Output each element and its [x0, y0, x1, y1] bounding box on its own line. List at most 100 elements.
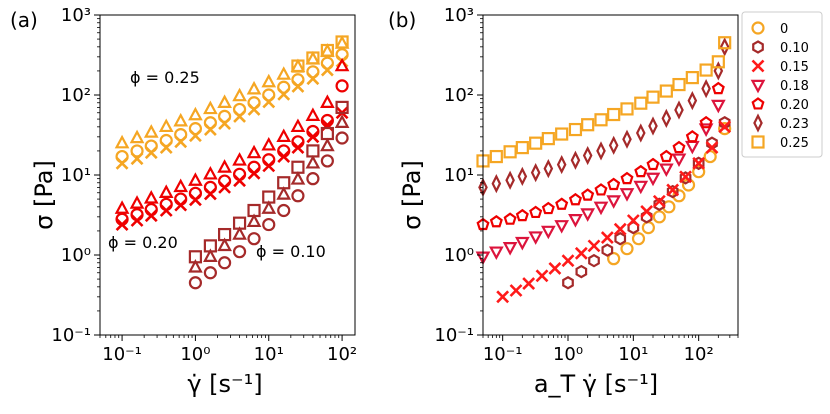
- data-point: [659, 84, 673, 98]
- data-point: [672, 77, 686, 92]
- data-point: [203, 248, 218, 263]
- data-point: [217, 237, 232, 252]
- data-point: [247, 166, 261, 180]
- data-point: [528, 231, 544, 245]
- legend-marker: [751, 135, 765, 149]
- panel-a-series-0.25-triangle: [114, 35, 350, 149]
- data-point: [159, 141, 173, 155]
- data-point: [718, 36, 732, 50]
- data-point: [335, 35, 349, 49]
- data-point: [582, 145, 593, 166]
- data-point: [247, 232, 261, 246]
- data-point: [529, 205, 543, 219]
- data-point: [620, 102, 634, 116]
- panel-b-ytick-label: 10³: [444, 5, 474, 26]
- data-point: [291, 135, 305, 149]
- data-point: [203, 100, 218, 115]
- data-point: [529, 136, 543, 150]
- data-point: [262, 159, 276, 173]
- data-point: [232, 245, 247, 259]
- panel-a-axes: 10⁻¹ 10⁰ 10¹ 10² 10³ 10⁻¹ 10⁰ 10¹ 10²: [51, 5, 357, 365]
- data-point: [320, 43, 335, 57]
- panel-a-label: (a): [10, 8, 38, 32]
- data-point: [613, 222, 627, 236]
- data-point: [541, 201, 555, 215]
- data-point: [580, 208, 596, 222]
- panel-a-ytick-label: 10²: [61, 85, 91, 106]
- data-point: [581, 188, 595, 201]
- data-point: [543, 159, 554, 179]
- data-point: [320, 43, 334, 58]
- panel-b-xtick-label: 10⁰: [553, 344, 583, 365]
- data-point: [232, 216, 247, 230]
- data-point: [711, 55, 725, 69]
- data-point: [555, 127, 569, 141]
- data-point: [335, 79, 349, 93]
- data-point: [718, 120, 732, 134]
- data-point: [290, 118, 306, 133]
- legend-label: 0.18: [780, 79, 809, 94]
- data-point: [188, 259, 203, 273]
- data-point: [320, 63, 334, 77]
- data-point: [608, 135, 619, 155]
- data-point: [633, 180, 649, 195]
- panel-b-y-axis-label: σ [Pa]: [398, 160, 426, 230]
- data-point: [719, 37, 730, 57]
- data-point: [115, 156, 129, 170]
- data-point: [687, 91, 698, 111]
- panel-a-series-0.25-square: [291, 35, 349, 73]
- data-point: [218, 117, 232, 130]
- panel-b-ytick-label: 10²: [444, 85, 474, 106]
- data-point: [173, 112, 189, 127]
- legend-items: 0 0.10 0.15 0.18 0.20 0.23 0.25: [750, 21, 809, 151]
- data-point: [541, 132, 555, 146]
- data-point: [158, 118, 174, 133]
- data-point: [509, 284, 523, 297]
- data-point: [640, 210, 653, 224]
- data-point: [203, 165, 218, 180]
- data-point: [203, 123, 217, 136]
- data-point: [661, 108, 672, 129]
- data-point: [246, 80, 262, 95]
- data-point: [488, 246, 504, 261]
- legend-marker: [752, 40, 764, 54]
- data-point: [535, 269, 549, 283]
- legend-label: 0: [780, 22, 788, 37]
- data-point: [203, 239, 217, 253]
- panel-a-xtick-label: 10¹: [254, 344, 284, 365]
- legend-marker: [750, 79, 766, 94]
- data-point: [143, 124, 159, 138]
- data-point: [503, 212, 517, 225]
- data-point: [607, 177, 621, 191]
- data-point: [705, 141, 719, 155]
- data-point: [305, 107, 321, 121]
- data-point: [489, 214, 503, 228]
- data-point: [619, 188, 635, 202]
- data-point: [306, 144, 320, 158]
- data-point: [129, 195, 145, 209]
- panel-b-series-0.23-diamond: [478, 37, 730, 198]
- data-point: [692, 165, 706, 179]
- data-point: [217, 256, 232, 270]
- data-point: [631, 232, 646, 246]
- data-point: [713, 61, 724, 81]
- data-point: [640, 205, 654, 218]
- panel-a-series-0.20-triangle: [114, 57, 350, 214]
- panel-b-plot-area: [475, 36, 732, 304]
- data-point: [277, 150, 291, 163]
- data-point: [588, 253, 600, 268]
- legend-item: 0: [751, 21, 788, 37]
- data-point: [174, 198, 188, 212]
- annotation-phi-025: ϕ = 0.25: [130, 68, 200, 87]
- data-point: [143, 190, 159, 204]
- legend-label: 0.25: [780, 136, 809, 151]
- data-point: [203, 266, 217, 280]
- panel-b-xtick-label: 10¹: [618, 344, 648, 365]
- data-point: [634, 164, 648, 178]
- panel-a-xtick-label: 10⁻¹: [102, 344, 142, 365]
- data-point: [262, 95, 276, 109]
- data-point: [593, 201, 609, 216]
- data-point: [530, 163, 541, 183]
- panel-a-ytick-label: 10¹: [61, 165, 91, 186]
- data-point: [554, 220, 570, 234]
